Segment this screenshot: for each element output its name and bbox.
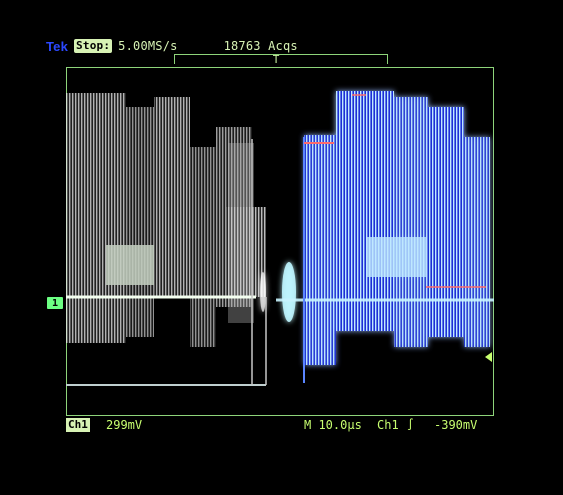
brand-label: Tek <box>46 38 69 54</box>
sample-rate: 5.00MS/s <box>118 39 178 53</box>
right-burst <box>260 91 490 365</box>
channel-label[interactable]: Ch1 <box>66 418 90 432</box>
trigger-level: -390mV <box>434 418 478 432</box>
waveform-display <box>66 91 494 386</box>
top-status-bar: Tek Stop: 5.00MS/s 18763 Acqs <box>46 38 298 54</box>
trigger-level-marker[interactable] <box>485 352 492 362</box>
trigger-slope-icon: ∫ <box>407 418 414 431</box>
channel-1-ground-marker[interactable]: 1 <box>47 297 63 309</box>
baseline-traces <box>66 137 494 386</box>
volts-per-div: 299mV <box>106 418 143 432</box>
acquisition-state[interactable]: Stop: <box>74 39 113 53</box>
left-burst <box>66 93 266 347</box>
bottom-status-bar: Ch1 299mV M 10.0µs Ch1 ∫ -390mV <box>66 418 496 434</box>
timebase-scale: M 10.0µs <box>304 418 362 432</box>
acquisition-count: 18763 Acqs <box>223 39 298 53</box>
accent-marks <box>304 94 486 288</box>
record-window-bracket <box>174 54 388 65</box>
trigger-source: Ch1 <box>377 418 399 432</box>
trigger-position-marker[interactable]: T <box>272 53 280 66</box>
